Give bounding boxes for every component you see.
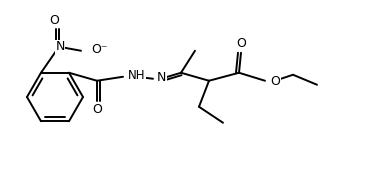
Text: N: N [55,40,65,53]
Text: NH: NH [128,69,146,82]
Text: O: O [236,37,246,50]
Text: N: N [157,71,166,84]
Text: O: O [49,14,59,27]
Text: O⁻: O⁻ [91,43,107,56]
Text: O: O [270,75,280,88]
Text: O: O [92,103,102,116]
